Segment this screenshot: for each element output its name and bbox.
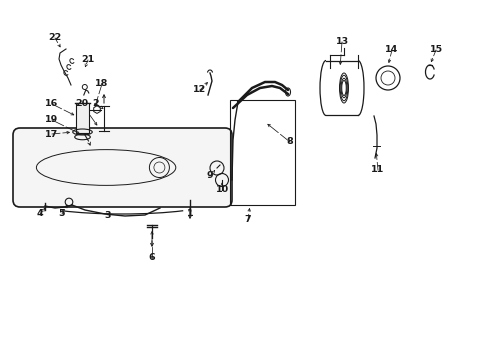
Text: 8: 8 [286,138,293,147]
Text: 21: 21 [81,55,95,64]
Text: 19: 19 [45,116,59,125]
Bar [229,100,294,205]
Text: 13: 13 [335,37,348,46]
Text: 12: 12 [193,85,206,94]
Text: 1: 1 [186,210,193,219]
Text: 16: 16 [45,99,59,108]
Text: 18: 18 [95,80,108,89]
Text: 15: 15 [428,45,442,54]
Text: 20: 20 [75,99,88,108]
Text: 7: 7 [244,216,251,225]
Text: 3: 3 [104,211,111,220]
Text: 11: 11 [370,166,384,175]
Text: 17: 17 [45,130,59,139]
Text: 9: 9 [206,171,213,180]
Text: 14: 14 [385,45,398,54]
Text: 6: 6 [148,253,155,262]
Text: 5: 5 [59,210,65,219]
Text: 22: 22 [48,33,61,42]
Bar [76,103,89,133]
Text: 10: 10 [215,185,228,194]
Text: 2: 2 [93,99,99,108]
Text: 4: 4 [37,210,43,219]
FancyBboxPatch shape [13,128,231,207]
